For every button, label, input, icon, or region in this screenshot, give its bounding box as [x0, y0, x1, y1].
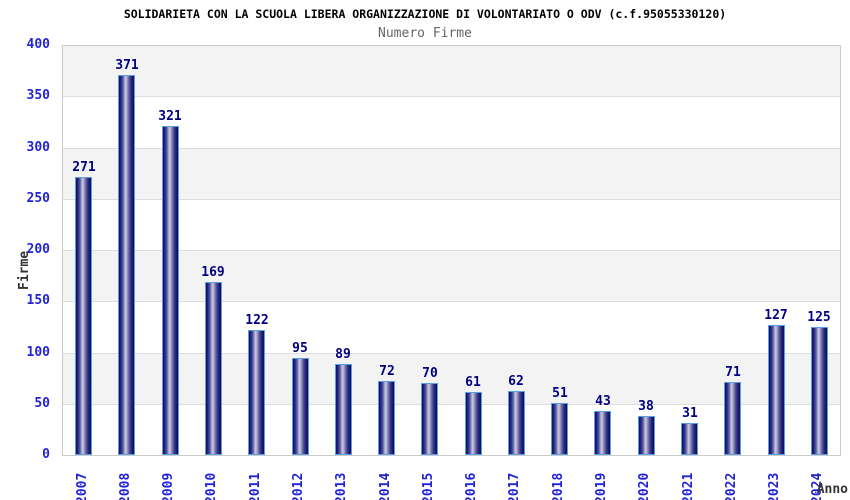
x-tick-2007: 2007 [75, 472, 90, 500]
value-label-2023: 127 [764, 308, 788, 323]
bar-2016 [465, 392, 482, 455]
y-tick-400: 400 [26, 37, 50, 52]
y-tick-150: 150 [26, 293, 50, 308]
gridline-350 [63, 96, 840, 97]
value-label-2010: 169 [201, 265, 225, 280]
x-tick-2022: 2022 [724, 472, 739, 500]
bar-2015 [421, 383, 438, 455]
x-tick-2012: 2012 [291, 472, 306, 500]
background-band [63, 301, 840, 352]
gridline-150 [63, 301, 840, 302]
background-band [63, 353, 840, 404]
value-label-2016: 61 [465, 375, 481, 390]
y-tick-50: 50 [34, 396, 50, 411]
value-label-2008: 371 [115, 58, 139, 73]
y-tick-100: 100 [26, 345, 50, 360]
y-tick-250: 250 [26, 191, 50, 206]
y-axis-label: Firme [17, 250, 32, 290]
background-band [63, 250, 840, 301]
bar-2012 [292, 358, 309, 455]
value-label-2014: 72 [379, 364, 395, 379]
gridline-50 [63, 404, 840, 405]
bar-2023 [768, 325, 785, 455]
value-label-2007: 271 [72, 160, 96, 175]
bar-2008 [118, 75, 135, 455]
background-band [63, 404, 840, 455]
bar-2010 [205, 282, 222, 455]
x-tick-2009: 2009 [161, 472, 176, 500]
x-tick-2016: 2016 [464, 472, 479, 500]
value-label-2009: 321 [158, 109, 182, 124]
x-tick-2020: 2020 [637, 472, 652, 500]
x-tick-2015: 2015 [421, 472, 436, 500]
value-label-2015: 70 [422, 366, 438, 381]
bar-2013 [335, 364, 352, 455]
bar-2020 [638, 416, 655, 455]
gridline-300 [63, 148, 840, 149]
value-label-2024: 125 [807, 310, 831, 325]
x-tick-2018: 2018 [551, 472, 566, 500]
bar-2022 [724, 382, 741, 455]
background-band [63, 96, 840, 147]
x-tick-2023: 2023 [767, 472, 782, 500]
x-tick-2019: 2019 [594, 472, 609, 500]
bar-2019 [594, 411, 611, 455]
value-label-2021: 31 [682, 406, 698, 421]
bar-2018 [551, 403, 568, 455]
chart-subtitle: Numero Firme [378, 26, 472, 41]
value-label-2013: 89 [335, 347, 351, 362]
bar-2021 [681, 423, 698, 455]
bar-2007 [75, 177, 92, 455]
value-label-2012: 95 [292, 341, 308, 356]
value-label-2011: 122 [245, 313, 269, 328]
value-label-2022: 71 [725, 365, 741, 380]
x-tick-2011: 2011 [248, 472, 263, 500]
x-tick-2021: 2021 [681, 472, 696, 500]
x-axis-label: Anno [816, 482, 848, 497]
bar-2014 [378, 381, 395, 455]
gridline-100 [63, 353, 840, 354]
value-label-2018: 51 [552, 386, 568, 401]
background-band [63, 45, 840, 96]
chart-title: SOLIDARIETA CON LA SCUOLA LIBERA ORGANIZ… [123, 7, 727, 21]
x-tick-2014: 2014 [378, 472, 393, 500]
y-tick-200: 200 [26, 242, 50, 257]
value-label-2019: 43 [595, 394, 611, 409]
x-tick-2010: 2010 [204, 472, 219, 500]
y-tick-350: 350 [26, 88, 50, 103]
gridline-250 [63, 199, 840, 200]
background-band [63, 199, 840, 250]
value-label-2020: 38 [638, 399, 654, 414]
value-label-2017: 62 [508, 374, 524, 389]
x-tick-2008: 2008 [118, 472, 133, 500]
bar-2017 [508, 391, 525, 455]
x-tick-2013: 2013 [334, 472, 349, 500]
gridline-200 [63, 250, 840, 251]
bar-2011 [248, 330, 265, 455]
background-band [63, 148, 840, 199]
bar-2009 [162, 126, 179, 455]
y-tick-300: 300 [26, 140, 50, 155]
x-tick-2017: 2017 [507, 472, 522, 500]
y-tick-0: 0 [42, 447, 50, 462]
bar-2024 [811, 327, 828, 455]
